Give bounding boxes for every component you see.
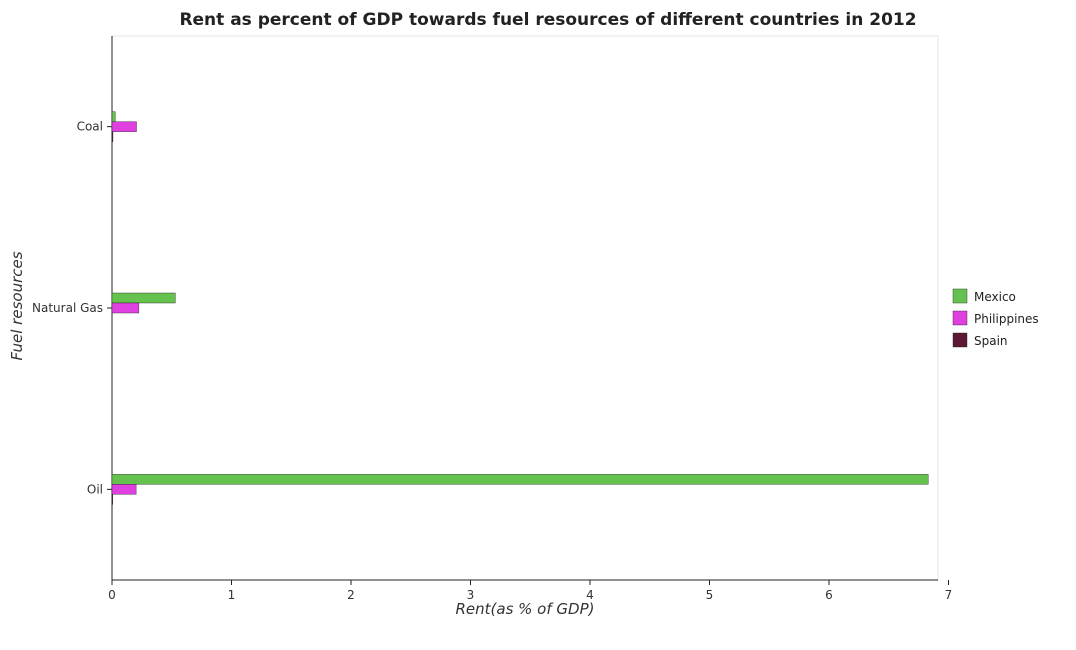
bar-mexico-oil <box>111 474 929 485</box>
bar-mexico-coal <box>111 111 116 122</box>
bar-philippines-coal <box>111 121 137 132</box>
y-tick-label: Coal <box>77 120 103 134</box>
legend-swatch-mexico <box>952 288 968 304</box>
x-axis-label: Rent(as % of GDP) <box>456 600 595 618</box>
x-tick-label: 3 <box>467 588 475 602</box>
y-tick-label: Natural Gas <box>32 301 103 315</box>
x-tick-label: 5 <box>706 588 714 602</box>
bars-group <box>111 111 929 505</box>
plot-area <box>111 35 939 581</box>
x-tick-label: 0 <box>108 588 116 602</box>
x-tick-label: 4 <box>586 588 594 602</box>
x-tick-label: 6 <box>825 588 833 602</box>
legend-swatch-spain <box>952 332 968 348</box>
x-ticks: 0 1 2 3 4 5 6 7 <box>108 580 952 602</box>
legend-label-mexico: Mexico <box>974 290 1016 304</box>
chart-title: Rent as percent of GDP towards fuel reso… <box>179 10 916 30</box>
y-ticks: Coal Natural Gas Oil <box>32 120 112 496</box>
x-tick-label: 1 <box>228 588 236 602</box>
legend-swatch-philippines <box>952 310 968 326</box>
y-tick-label: Oil <box>87 482 103 496</box>
legend-label-spain: Spain <box>974 334 1008 348</box>
bar-philippines-natural-gas <box>111 302 140 314</box>
bar-philippines-oil <box>111 484 137 495</box>
y-axis-label: Fuel resources <box>8 251 26 360</box>
x-tick-label: 2 <box>347 588 355 602</box>
legend: Mexico Philippines Spain <box>952 288 1039 348</box>
legend-label-philippines: Philippines <box>974 312 1039 326</box>
bar-spain-coal <box>111 131 114 142</box>
x-tick-label: 7 <box>945 588 953 602</box>
bar-spain-oil <box>111 494 113 505</box>
bar-mexico-natural-gas <box>111 292 176 304</box>
